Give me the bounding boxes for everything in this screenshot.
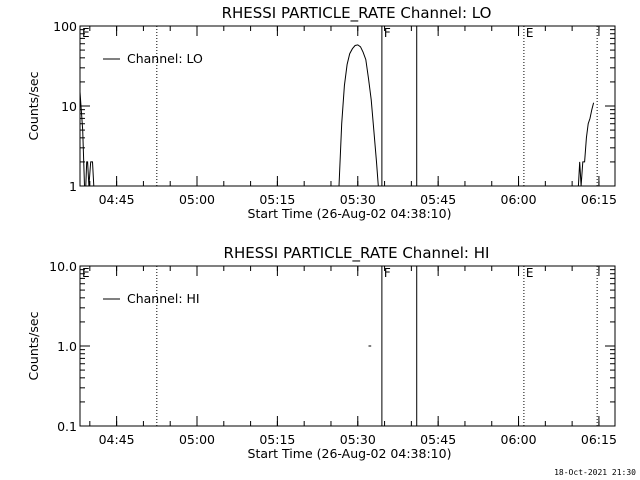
- x-tick-label: 05:15: [259, 432, 295, 447]
- x-tick-label: 05:00: [179, 432, 215, 447]
- series-line: [338, 44, 380, 187]
- chart-panel-2: RHESSI PARTICLE_RATE Channel: HI 0.1 1.0 10…: [26, 244, 617, 461]
- region-marker-label: E: [82, 26, 90, 40]
- chart-panel-1: RHESSI PARTICLE_RATE Channel: LO 1 10 100 04…: [26, 4, 617, 221]
- x-tick-label: 05:15: [259, 192, 295, 207]
- y-axis-label: Counts/sec: [26, 311, 41, 380]
- region-marker-label: E: [526, 266, 534, 280]
- y-tick-label: 100: [53, 19, 77, 34]
- series-line: [577, 102, 595, 187]
- legend-label: Channel: LO: [127, 51, 203, 66]
- x-tick-label: 06:15: [581, 192, 617, 207]
- chart-title: RHESSI PARTICLE_RATE Channel: LO: [222, 4, 492, 23]
- x-tick-label: 06:00: [501, 432, 537, 447]
- x-axis-label: Start Time (26-Aug-02 04:38:10): [248, 446, 452, 461]
- footer-timestamp: 18-Oct-2021 21:30: [554, 468, 636, 477]
- series-line: [79, 91, 97, 187]
- x-tick-label: 05:30: [340, 432, 376, 447]
- x-tick-label: 05:30: [340, 192, 376, 207]
- y-axis-label: Counts/sec: [26, 71, 41, 140]
- x-tick-label: 05:00: [179, 192, 215, 207]
- x-tick-label: 04:45: [99, 432, 135, 447]
- y-tick-label: 10: [61, 99, 77, 114]
- y-tick-label: 1.0: [57, 339, 77, 354]
- chart-title: RHESSI PARTICLE_RATE Channel: HI: [224, 244, 490, 263]
- x-tick-label: 05:45: [420, 192, 456, 207]
- region-marker-label: F: [384, 266, 391, 280]
- region-marker-label: F: [384, 26, 391, 40]
- y-tick-label: 10.0: [49, 259, 77, 274]
- x-tick-label: 05:45: [420, 432, 456, 447]
- legend-label: Channel: HI: [127, 291, 200, 306]
- y-tick-label: 1: [69, 179, 77, 194]
- region-marker-label: E: [526, 26, 534, 40]
- region-marker-label: E: [82, 266, 90, 280]
- y-tick-label: 0.1: [57, 419, 77, 434]
- x-tick-label: 06:15: [581, 432, 617, 447]
- x-axis-label: Start Time (26-Aug-02 04:38:10): [248, 206, 452, 221]
- x-tick-label: 06:00: [501, 192, 537, 207]
- x-tick-label: 04:45: [99, 192, 135, 207]
